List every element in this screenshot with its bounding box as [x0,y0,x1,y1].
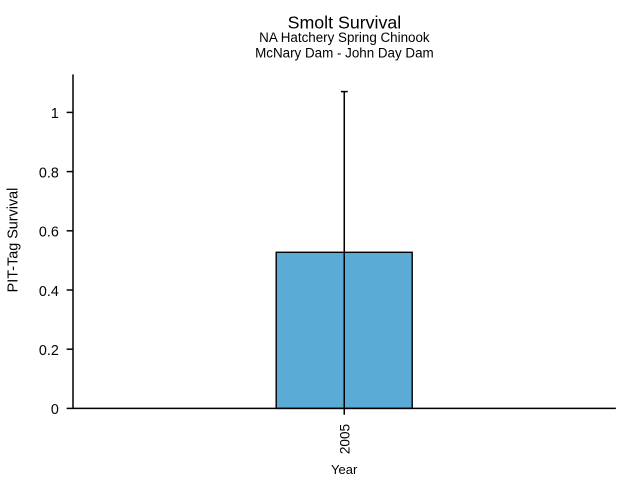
svg-text:0.2: 0.2 [39,343,59,359]
svg-text:Year: Year [331,462,358,477]
svg-text:PIT-Tag Survival: PIT-Tag Survival [6,188,22,293]
svg-text:1: 1 [51,106,59,122]
svg-text:NA Hatchery Spring Chinook: NA Hatchery Spring Chinook [259,30,430,45]
svg-text:0.8: 0.8 [39,165,59,181]
svg-text:0.6: 0.6 [39,225,59,241]
svg-text:Smolt Survival: Smolt Survival [288,13,402,33]
svg-text:0.4: 0.4 [39,284,59,300]
svg-text:2005: 2005 [338,424,353,454]
svg-text:0: 0 [51,402,59,418]
svg-text:McNary Dam - John Day Dam: McNary Dam - John Day Dam [255,46,434,61]
